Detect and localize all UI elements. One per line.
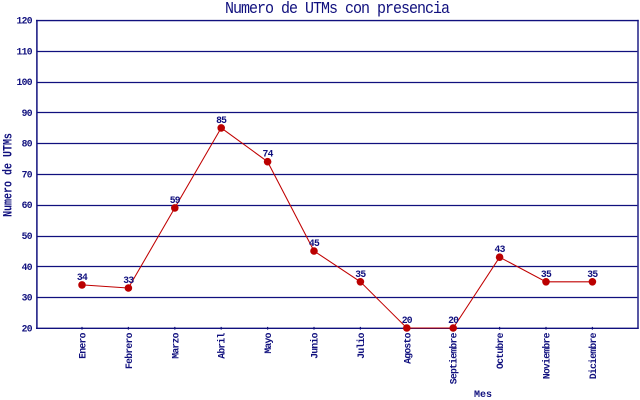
svg-text:70: 70: [22, 169, 33, 180]
svg-text:20: 20: [448, 315, 459, 326]
svg-text:Marzo: Marzo: [170, 332, 181, 358]
svg-text:35: 35: [587, 269, 598, 280]
svg-text:Octubre: Octubre: [495, 332, 506, 369]
svg-text:20: 20: [402, 315, 413, 326]
svg-text:Enero: Enero: [78, 332, 89, 358]
svg-text:50: 50: [22, 231, 33, 242]
svg-text:Agosto: Agosto: [402, 332, 413, 363]
svg-text:20: 20: [22, 323, 33, 334]
svg-text:Julio: Julio: [356, 332, 367, 358]
svg-text:120: 120: [17, 16, 33, 27]
svg-text:80: 80: [22, 139, 33, 150]
svg-text:Mayo: Mayo: [263, 332, 274, 353]
svg-text:40: 40: [22, 262, 33, 273]
svg-text:Mes: Mes: [474, 390, 492, 400]
svg-text:33: 33: [123, 275, 134, 286]
svg-text:85: 85: [216, 115, 227, 126]
svg-text:Febrero: Febrero: [124, 332, 135, 369]
svg-text:35: 35: [355, 269, 366, 280]
svg-text:59: 59: [170, 195, 181, 206]
svg-text:Noviembre: Noviembre: [542, 332, 553, 379]
svg-text:74: 74: [263, 149, 274, 160]
svg-text:45: 45: [309, 238, 320, 249]
svg-text:30: 30: [22, 293, 33, 304]
svg-text:Septiembre: Septiembre: [449, 332, 460, 384]
svg-text:90: 90: [22, 108, 33, 119]
svg-text:110: 110: [17, 46, 33, 57]
svg-text:100: 100: [17, 77, 33, 88]
svg-text:35: 35: [541, 269, 552, 280]
svg-text:Diciembre: Diciembre: [588, 332, 599, 379]
svg-text:Numero de UTMs: Numero de UTMs: [3, 133, 16, 217]
svg-text:Abril: Abril: [217, 332, 228, 358]
svg-text:60: 60: [22, 200, 33, 211]
svg-text:Numero de UTMs con presencia: Numero de UTMs con presencia: [225, 0, 450, 18]
svg-text:Junio: Junio: [310, 332, 321, 358]
svg-text:34: 34: [77, 272, 88, 283]
svg-text:43: 43: [495, 244, 506, 255]
